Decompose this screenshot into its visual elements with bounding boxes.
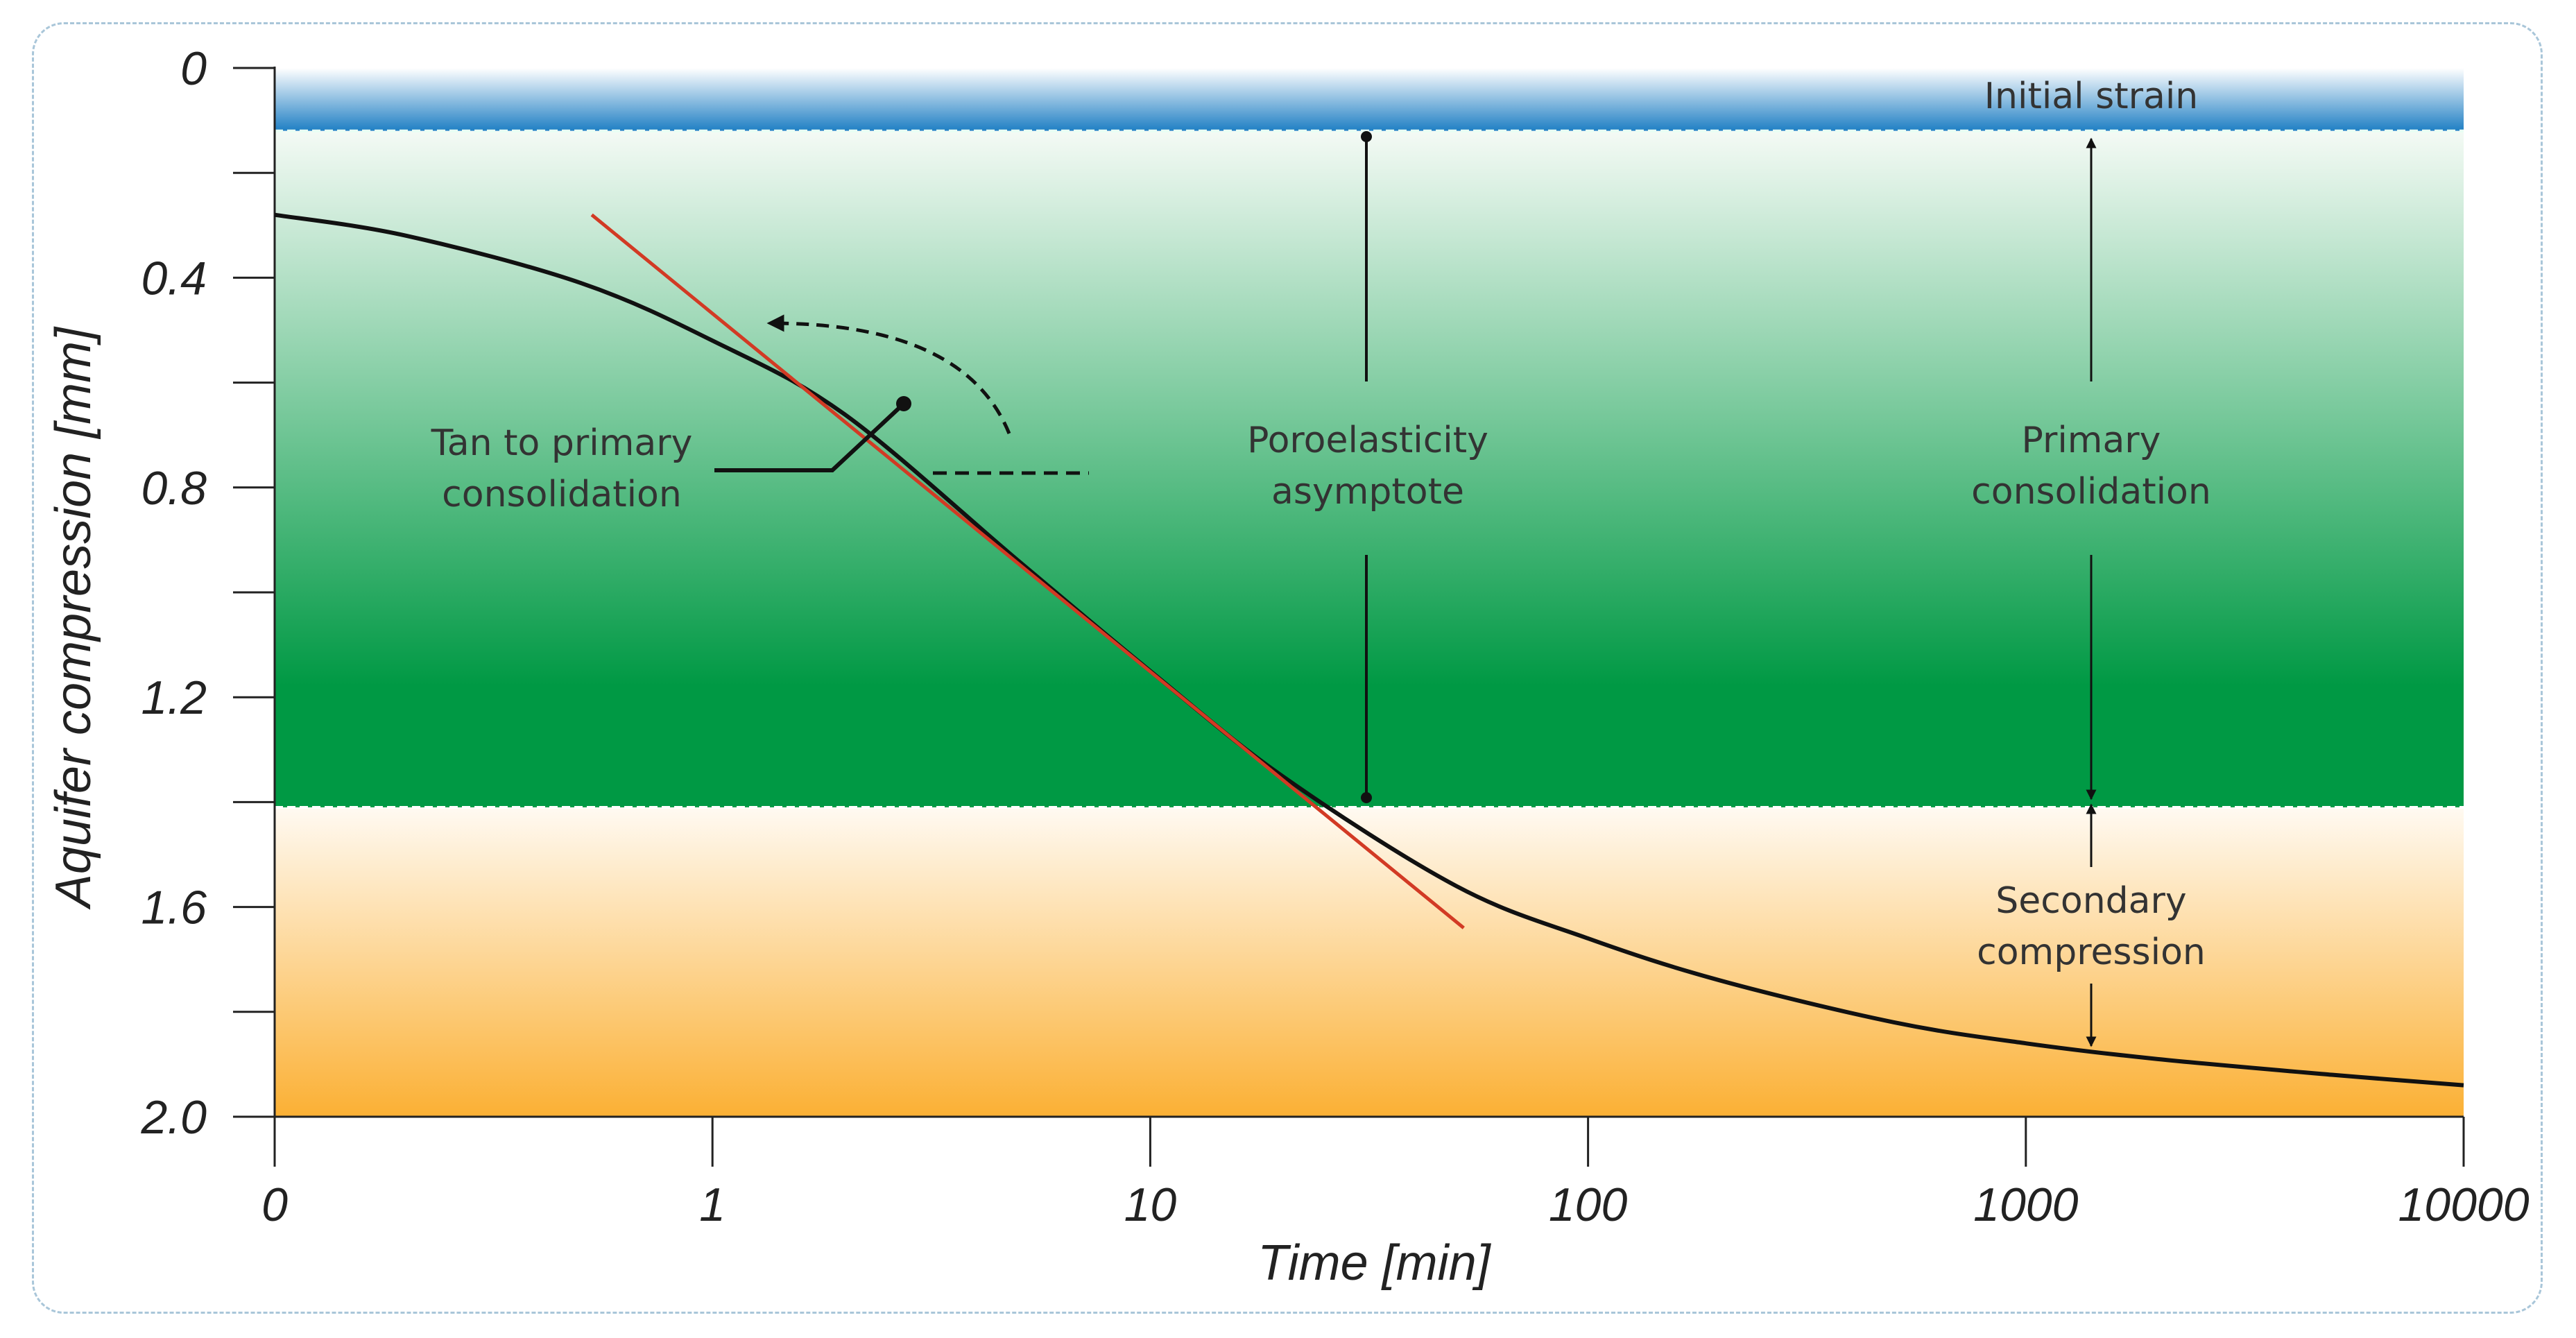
x-tick-label: 1000 [1973, 1178, 2078, 1231]
band-initial-strain [275, 68, 2464, 131]
poroelasticity-dot-bottom [1361, 792, 1372, 803]
x-tick-label: 1 [699, 1178, 725, 1231]
y-tick-label: 0.8 [141, 462, 207, 515]
y-tick-label: 2.0 [140, 1091, 207, 1144]
x-axis-title: Time [min] [1257, 1235, 1491, 1291]
compression-curve-line [274, 212, 2464, 1088]
label-secondary-line1: Secondary [1995, 880, 2186, 922]
x-tick-label: 0 [261, 1178, 288, 1231]
y-axis-title: Aquifer compression [mm] [46, 326, 101, 910]
poroelasticity-dot-top [1361, 131, 1372, 142]
x-tick-label: 10 [1124, 1178, 1177, 1231]
label-poroelasticity-line1: Poroelasticity [1247, 420, 1488, 461]
band-primary-consolidation [275, 130, 2464, 807]
y-tick-label: 1.6 [141, 882, 207, 934]
tangent-line [590, 213, 1465, 929]
label-tangent-line1: Tan to primary [431, 422, 693, 464]
axes: 0 0.4 0.8 1.2 1.6 2.0 0 1 10 100 1000 10000 [140, 42, 2529, 1231]
series-layer [274, 212, 2464, 1088]
label-primary-line2: consolidation [1971, 471, 2211, 513]
y-tick-label: 0.4 [141, 252, 207, 305]
label-initial-strain: Initial strain [1984, 76, 2199, 117]
label-poroelasticity-line2: asymptote [1271, 471, 1464, 513]
label-secondary-line2: compression [1977, 932, 2206, 973]
y-tick-label: 1.2 [141, 671, 207, 724]
rotation-arrow [766, 314, 1011, 434]
y-tick-label: 0 [180, 42, 207, 95]
tangent-leader-dot [896, 396, 911, 411]
label-tangent-line2: consolidation [442, 474, 682, 515]
annotation-marks [714, 131, 2097, 1047]
label-primary-line1: Primary [2022, 420, 2161, 461]
band-secondary-compression [275, 807, 2464, 1117]
x-tick-label: 10000 [2398, 1178, 2529, 1231]
chart-frame [32, 22, 2543, 1314]
x-tick-label: 100 [1549, 1178, 1628, 1231]
tangent-leader [714, 402, 906, 472]
